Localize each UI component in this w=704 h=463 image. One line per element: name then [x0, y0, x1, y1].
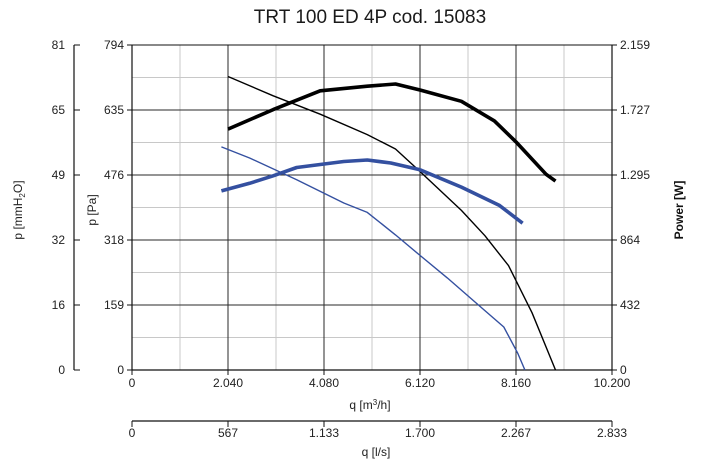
series-line-blue-pressure-curve: [221, 146, 526, 371]
y-right-tick-label: 2.159: [620, 38, 650, 52]
x-secondary-tick-label: 2.833: [597, 426, 627, 440]
y-outer-tick-label: 16: [52, 298, 66, 312]
series-line-black-pressure-curve: [227, 75, 557, 371]
y-outer-tick-label: 81: [52, 38, 66, 52]
x-tick-label: 8.160: [501, 376, 531, 390]
x-tick-label: 0: [129, 376, 136, 390]
chart-title: TRT 100 ED 4P cod. 15083: [254, 7, 486, 28]
x-secondary-tick-label: 1.133: [309, 426, 339, 440]
y-right-tick-label: 864: [620, 233, 640, 247]
y-outer-tick-label: 49: [52, 168, 66, 182]
y-axis-left-label: p [Pa]: [85, 194, 99, 225]
y-outer-tick-label: 65: [52, 103, 66, 117]
x-tick-label: 4.080: [309, 376, 339, 390]
x-secondary-tick-label: 2.267: [501, 426, 531, 440]
axes: [73, 44, 617, 427]
y-right-tick-label: 1.295: [620, 168, 650, 182]
y-axis-outer-label: p [mmH2O]: [11, 180, 27, 239]
grid: [132, 45, 612, 370]
x-tick-label: 10.200: [594, 376, 631, 390]
x-tick-label: 6.120: [405, 376, 435, 390]
y-outer-tick-label: 32: [52, 233, 66, 247]
y-left-tick-label: 318: [104, 233, 124, 247]
y-left-tick-label: 0: [117, 363, 124, 377]
series-lines: [220, 75, 557, 371]
x-secondary-tick-label: 567: [218, 426, 238, 440]
y-right-tick-label: 0: [620, 363, 627, 377]
y-left-tick-label: 159: [104, 298, 124, 312]
series-line-black-power-curve: [227, 82, 557, 183]
x-axis-label: q [m3/h]: [349, 398, 390, 412]
y-right-tick-label: 432: [620, 298, 640, 312]
y-outer-tick-label: 0: [58, 363, 65, 377]
x-secondary-tick-label: 0: [129, 426, 136, 440]
y-left-tick-label: 476: [104, 168, 124, 182]
x-axis-secondary-label: q [l/s]: [362, 445, 391, 459]
x-secondary-tick-label: 1.700: [405, 426, 435, 440]
x-tick-label: 2.040: [213, 376, 243, 390]
series-line-blue-power-curve: [220, 158, 524, 225]
y-left-tick-label: 635: [104, 103, 124, 117]
y-left-tick-label: 794: [104, 38, 124, 52]
y-right-tick-label: 1.727: [620, 103, 650, 117]
y-axis-right-label: Power [W]: [672, 181, 686, 240]
